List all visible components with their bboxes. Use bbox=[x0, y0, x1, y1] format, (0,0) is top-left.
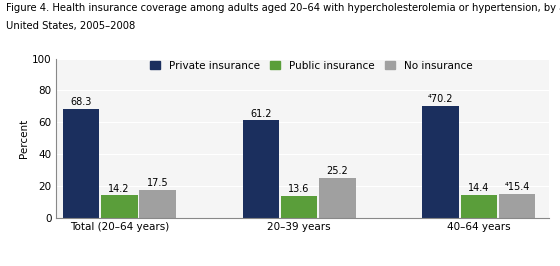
Text: ⁴70.2: ⁴70.2 bbox=[428, 94, 454, 104]
Bar bbox=[422, 106, 459, 218]
Text: 14.2: 14.2 bbox=[109, 184, 130, 194]
Legend: Private insurance, Public insurance, No insurance: Private insurance, Public insurance, No … bbox=[150, 61, 472, 70]
Text: 13.6: 13.6 bbox=[288, 185, 310, 194]
Bar bbox=[139, 190, 176, 218]
Text: 14.4: 14.4 bbox=[468, 183, 489, 193]
Text: 25.2: 25.2 bbox=[326, 166, 348, 176]
Bar bbox=[63, 109, 100, 218]
Bar bbox=[319, 178, 356, 218]
Text: 68.3: 68.3 bbox=[71, 97, 92, 107]
Text: 17.5: 17.5 bbox=[147, 178, 168, 188]
Text: Figure 4. Health insurance coverage among adults aged 20–64 with hypercholestero: Figure 4. Health insurance coverage amon… bbox=[6, 3, 560, 13]
Bar bbox=[101, 196, 138, 218]
Bar bbox=[242, 120, 279, 218]
Text: United States, 2005–2008: United States, 2005–2008 bbox=[6, 21, 135, 31]
Text: ⁴15.4: ⁴15.4 bbox=[505, 182, 530, 192]
Bar bbox=[281, 196, 318, 218]
Y-axis label: Percent: Percent bbox=[20, 119, 30, 158]
Bar bbox=[460, 195, 497, 218]
Bar bbox=[498, 194, 535, 218]
Text: 61.2: 61.2 bbox=[250, 109, 272, 119]
